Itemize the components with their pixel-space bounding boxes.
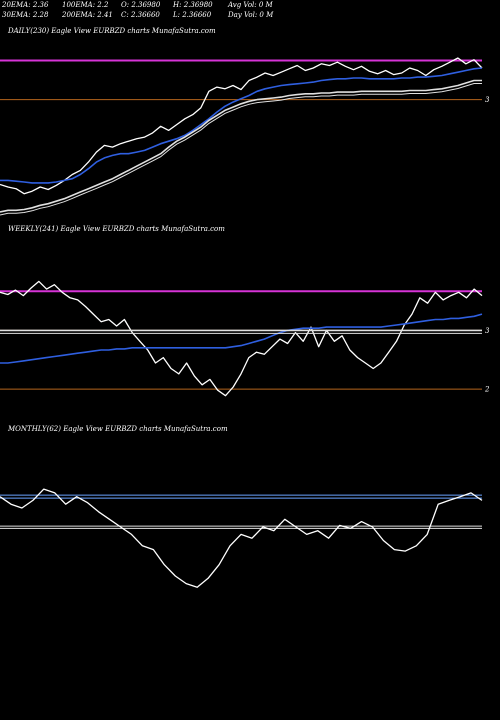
daily-panel: 3 — [0, 57, 490, 216]
header-open: O: 2.36980 — [121, 1, 161, 9]
weekly-panel-title: WEEKLY(241) Eagle View EURBZD charts Mun… — [8, 225, 225, 233]
header-high: H: 2.36980 — [173, 1, 213, 9]
daily-series-price — [0, 57, 483, 195]
daily-tick-label-0: 3 — [485, 96, 490, 104]
header-day-vol: Day Vol: 0 M — [228, 11, 274, 19]
weekly-panel: 32 — [0, 280, 490, 397]
monthly-series-price — [0, 488, 483, 588]
daily-series-ema-short — [0, 67, 483, 184]
daily-panel-title: DAILY(230) Eagle View EURBZD charts Muna… — [8, 27, 216, 35]
header-avg-vol: Avg Vol: 0 M — [228, 1, 273, 9]
weekly-tick-label-0: 3 — [485, 327, 490, 335]
header-close: C: 2.36660 — [121, 11, 160, 19]
weekly-series-ema-short — [0, 313, 483, 364]
header-low: L: 2.36660 — [173, 11, 212, 19]
header-ema20: 20EMA: 2.36 — [2, 1, 49, 9]
monthly-panel-title: MONTHLY(62) Eagle View EURBZD charts Mun… — [8, 425, 228, 433]
daily-series-ema-long-band — [0, 83, 482, 216]
header-ema30: 30EMA: 2.28 — [2, 11, 49, 19]
header-ema200: 200EMA: 2.41 — [62, 11, 113, 19]
header-ema100: 100EMA: 2.2 — [62, 1, 109, 9]
daily-series-ema-long — [0, 79, 482, 213]
weekly-series-price — [0, 280, 483, 397]
monthly-panel — [0, 488, 483, 588]
weekly-tick-label-1: 2 — [484, 386, 490, 394]
